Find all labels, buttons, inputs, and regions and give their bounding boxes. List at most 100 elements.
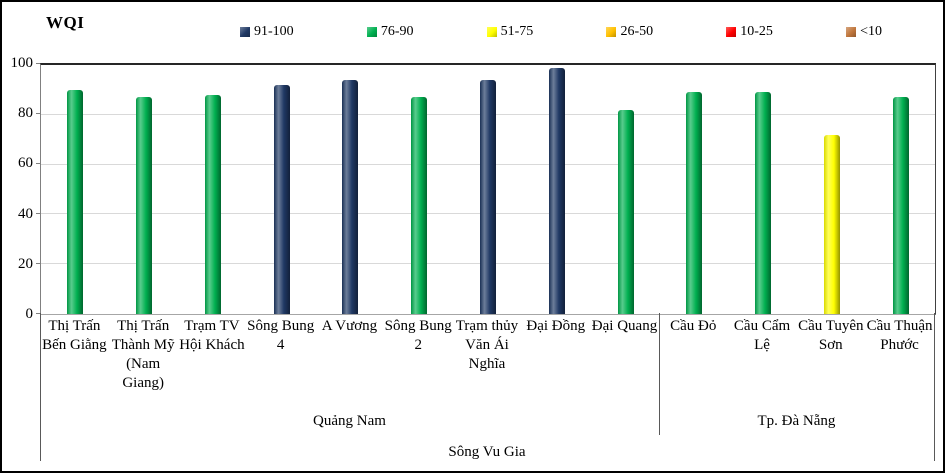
y-axis: 0 20 40 60 80 100	[2, 55, 35, 322]
station-label-line: Thành Mỹ	[111, 337, 175, 353]
wqi-bar	[617, 109, 634, 314]
station-label-line: Cầu Thuận	[866, 318, 933, 334]
legend-label: 76-90	[380, 24, 414, 39]
wqi-bar	[273, 84, 290, 314]
station-label: Đại Đồng	[521, 317, 590, 393]
y-tick-mark	[36, 163, 40, 164]
legend-swatch-icon	[366, 27, 377, 37]
bar-slot	[385, 65, 454, 314]
legend-item: 51-75	[486, 24, 534, 40]
legend-item: 76-90	[366, 24, 414, 40]
legend-swatch-icon	[846, 27, 857, 37]
wqi-bar	[686, 92, 703, 314]
y-tick-label: 60	[18, 155, 33, 172]
station-label-line: Đại Quang	[591, 318, 658, 334]
station-label-line: Lệ	[754, 337, 770, 353]
station-label-line: Sông Bung	[384, 318, 452, 334]
station-label-line: Thị Trấn	[48, 318, 101, 334]
legend: 91-100 76-90 51-75 26-50 10-25 <10	[240, 24, 882, 40]
station-label-line: Cầu Cẩm	[733, 318, 791, 334]
legend-item: 26-50	[606, 24, 653, 40]
wqi-bar	[823, 134, 840, 314]
legend-swatch-icon	[606, 27, 617, 37]
station-label-line: Bến Giằng	[42, 337, 107, 353]
axis-divider-group	[659, 313, 660, 435]
y-tick-mark	[36, 63, 40, 64]
chart-title: WQI	[46, 13, 85, 32]
station-label-line: Giang)	[122, 375, 164, 391]
x-axis-group-labels: Quảng Nam Tp. Đà Nẵng	[40, 408, 934, 434]
bar-slot	[729, 65, 798, 314]
station-label-line: 4	[276, 337, 285, 353]
legend-label: 91-100	[254, 24, 294, 39]
x-axis-station-labels: Thị Trấn Bến Giằng Thị Trấn Thành Mỹ (Nam Gia…	[40, 317, 934, 393]
legend-label: <10	[860, 24, 882, 39]
y-tick-mark	[36, 213, 40, 214]
station-label: Cầu Cẩm Lệ	[728, 317, 797, 393]
bar-slot	[179, 65, 248, 314]
wqi-bar	[411, 97, 428, 314]
bar-slot	[797, 65, 866, 314]
wqi-bar	[548, 67, 565, 314]
legend-item: <10	[846, 24, 882, 40]
station-label: Sông Bung 2	[384, 317, 453, 393]
y-tick-label: 20	[18, 255, 33, 272]
y-tick-label: 0	[25, 306, 34, 322]
bar-slot	[316, 65, 385, 314]
station-label-line: Sơn	[818, 337, 843, 353]
bar-slot	[591, 65, 660, 314]
station-label: Trạm thủy Văn Ái Nghĩa	[453, 317, 522, 393]
group-label: Quảng Nam	[313, 412, 386, 429]
y-tick-mark	[36, 313, 40, 314]
station-label-line: Đại Đồng	[526, 318, 586, 334]
station-label: Cầu Thuận Phước	[865, 317, 934, 393]
station-label: A Vương	[315, 317, 384, 393]
station-label: Cầu Tuyên Sơn	[796, 317, 865, 393]
bar-slot	[866, 65, 935, 314]
bar-slot	[660, 65, 729, 314]
axis-divider-left	[40, 313, 41, 461]
bars-container	[41, 65, 935, 314]
station-label-line: Thị Trấn	[117, 318, 170, 334]
station-label-line: Trạm TV	[184, 318, 240, 334]
y-tick-label: 40	[18, 205, 33, 222]
wqi-bar	[67, 89, 84, 314]
station-label-line: Cầu Tuyên	[798, 318, 864, 334]
station-label-line: 2	[414, 337, 422, 353]
legend-swatch-icon	[240, 27, 250, 37]
bar-slot	[41, 65, 110, 314]
bar-slot	[247, 65, 316, 314]
wqi-bar	[342, 79, 359, 314]
station-label-line: Trạm thủy	[455, 318, 519, 334]
station-label: Thị Trấn Thành Mỹ (Nam Giang)	[109, 317, 178, 393]
station-label-line: Văn Ái	[465, 337, 509, 353]
legend-item: 10-25	[726, 24, 773, 40]
axis-divider-right	[934, 313, 935, 461]
x-axis-river-label: Sông Vu Gia	[448, 444, 526, 460]
station-label: Đại Quang	[590, 317, 659, 393]
y-tick-label: 80	[18, 105, 33, 122]
wqi-bar	[755, 92, 772, 314]
bar-slot	[454, 65, 523, 314]
y-tick-mark	[36, 263, 40, 264]
legend-item: 91-100	[240, 24, 294, 40]
legend-swatch-icon	[486, 27, 497, 37]
station-label-line: (Nam	[126, 356, 161, 372]
wqi-bar	[479, 79, 496, 314]
legend-label: 51-75	[500, 24, 534, 39]
station-label: Thị Trấn Bến Giằng	[40, 317, 109, 393]
wqi-bar	[136, 97, 153, 314]
legend-label: 26-50	[620, 24, 654, 39]
y-tick-label: 100	[10, 55, 34, 71]
wqi-bar	[892, 97, 909, 314]
plot-area	[40, 63, 936, 315]
wqi-bar	[204, 94, 221, 314]
bar-slot	[110, 65, 179, 314]
group-label: Tp. Đà Nẵng	[757, 412, 836, 429]
station-label: Cầu Đỏ	[659, 317, 728, 393]
y-tick-mark	[36, 113, 40, 114]
station-label: Sông Bung 4	[246, 317, 315, 393]
station-label-line: Sông Bung	[247, 318, 315, 334]
station-label-line: Hội Khách	[179, 337, 245, 353]
